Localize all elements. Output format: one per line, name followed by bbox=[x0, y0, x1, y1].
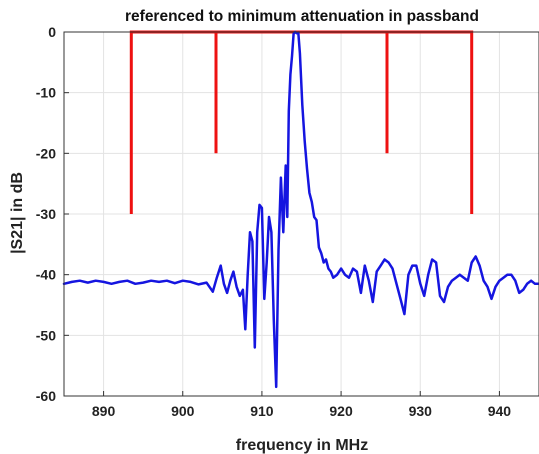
x-tick-label: 890 bbox=[92, 403, 116, 419]
y-tick-label: -20 bbox=[36, 145, 56, 161]
ticks bbox=[64, 31, 500, 397]
x-tick-label: 900 bbox=[171, 403, 195, 419]
x-tick-label: 920 bbox=[329, 403, 353, 419]
y-tick-label: -10 bbox=[36, 85, 56, 101]
x-tick-label: 940 bbox=[488, 403, 512, 419]
s21-series-line bbox=[62, 30, 539, 389]
x-axis-label: frequency in MHz bbox=[236, 437, 368, 454]
y-axis-label: |S21| in dB bbox=[9, 172, 26, 254]
y-tick-label: -50 bbox=[36, 327, 56, 343]
x-tick-labels: 890 900 910 920 930 940 bbox=[92, 403, 511, 419]
y-tick-labels: 0 -10 -20 -30 -40 -50 -60 bbox=[36, 24, 56, 404]
x-tick-label: 930 bbox=[409, 403, 433, 419]
chart-title: referenced to minimum attenuation in pas… bbox=[125, 8, 479, 25]
y-tick-label: -60 bbox=[36, 388, 56, 404]
y-tick-label: -30 bbox=[36, 206, 56, 222]
y-tick-label: 0 bbox=[48, 24, 56, 40]
series-layer bbox=[62, 30, 539, 389]
x-tick-label: 910 bbox=[250, 403, 274, 419]
y-tick-label: -40 bbox=[36, 267, 56, 283]
